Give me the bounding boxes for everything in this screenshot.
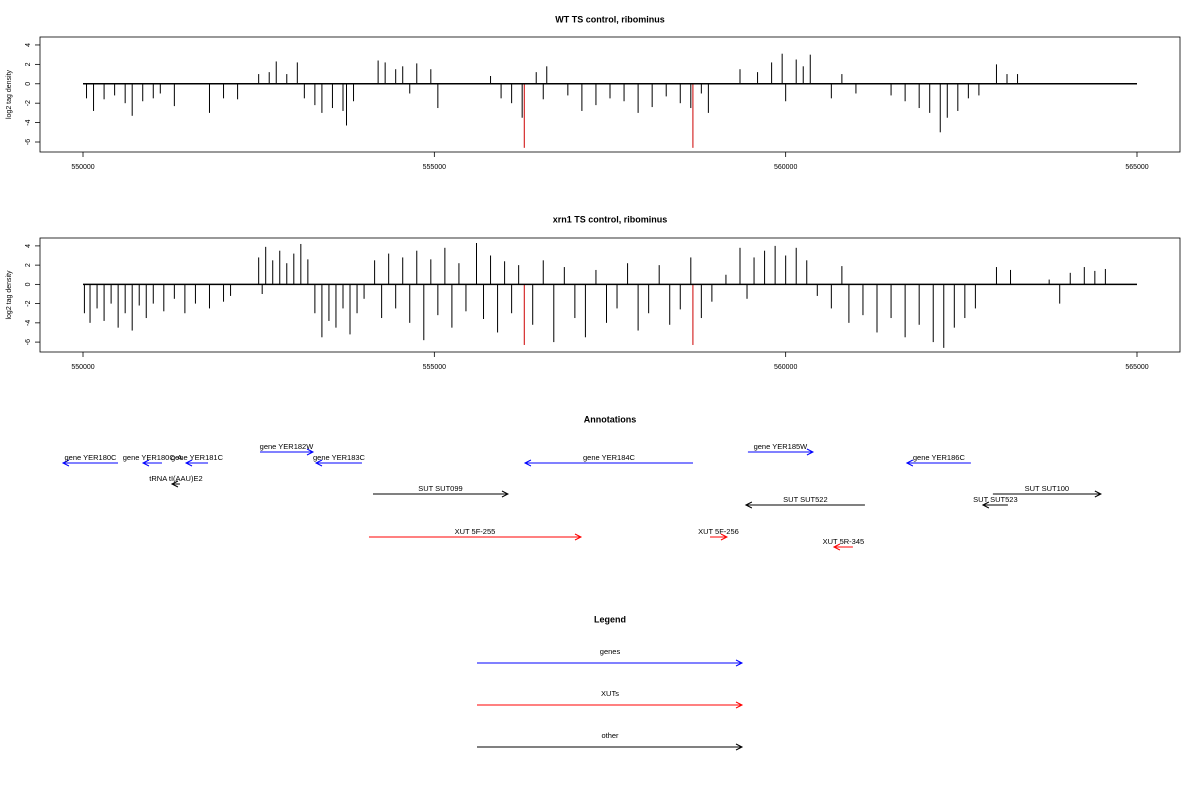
- feature-label: SUT SUT100: [1025, 484, 1069, 493]
- y-tick-label: -2: [25, 300, 32, 306]
- arrow-head: [832, 543, 841, 551]
- y-tick-label: -4: [25, 119, 32, 125]
- legend-label: genes: [600, 647, 621, 656]
- feature-label: gene YER180C-A: [123, 453, 182, 462]
- y-tick-label: -2: [25, 100, 32, 106]
- x-tick-label: 565000: [1125, 364, 1148, 371]
- feature-label: SUT SUT099: [418, 484, 462, 493]
- arrow-head: [735, 701, 744, 709]
- arrow-head: [806, 448, 815, 456]
- arrow-head: [981, 501, 990, 509]
- arrow-head: [574, 533, 583, 541]
- arrow-head: [1094, 490, 1102, 498]
- feature-label: SUT SUT523: [973, 495, 1017, 504]
- feature-label: gene YER183C: [313, 453, 366, 462]
- arrow-head: [905, 459, 914, 467]
- feature-label: gene YER181C: [171, 453, 224, 462]
- x-tick-label: 550000: [71, 164, 94, 171]
- panel-title: WT TS control, ribominus: [555, 14, 665, 24]
- arrow-head: [744, 501, 753, 509]
- arrow-head: [184, 459, 193, 467]
- arrow-head: [61, 459, 70, 467]
- feature-label: gene YER186C: [913, 453, 966, 462]
- y-tick-label: -6: [25, 139, 32, 145]
- y-tick-label: 2: [25, 263, 32, 267]
- arrow-head: [523, 459, 532, 467]
- plot-frame: [39, 36, 1181, 153]
- legend-title: Legend: [594, 614, 626, 624]
- feature-label: SUT SUT522: [783, 495, 827, 504]
- arrow-head: [720, 533, 729, 541]
- feature-label: gene YER182W: [260, 442, 315, 451]
- feature-label: gene YER185W: [754, 442, 809, 451]
- feature-label: tRNA tI(AAU)E2: [149, 474, 202, 483]
- legend-label: other: [601, 731, 619, 740]
- y-tick-label: 0: [25, 282, 32, 286]
- arrow-head: [170, 480, 179, 488]
- feature-label: XUT 5F-255: [455, 527, 496, 536]
- x-tick-label: 560000: [774, 364, 797, 371]
- x-tick-label: 555000: [423, 164, 446, 171]
- arrow-head: [141, 459, 150, 467]
- x-tick-label: 560000: [774, 164, 797, 171]
- arrow-head: [501, 490, 510, 498]
- y-axis-label: log2 tag density: [6, 69, 13, 119]
- y-tick-label: -6: [25, 339, 32, 345]
- x-tick-label: 555000: [423, 364, 446, 371]
- y-axis-label: log2 tag density: [6, 270, 13, 320]
- y-tick-label: 4: [25, 244, 32, 248]
- arrow-head: [735, 743, 744, 751]
- legend-label: XUTs: [601, 689, 619, 698]
- annotations-title: Annotations: [584, 414, 637, 424]
- feature-label: XUT 5R-345: [823, 537, 865, 546]
- plot-frame: [39, 237, 1181, 353]
- feature-label: XUT 5F-256: [698, 527, 739, 536]
- feature-label: gene YER180C: [64, 453, 117, 462]
- y-tick-label: -4: [25, 320, 32, 326]
- x-tick-label: 565000: [1125, 164, 1148, 171]
- arrow-head: [314, 459, 323, 467]
- x-tick-label: 550000: [71, 364, 94, 371]
- y-tick-label: 4: [25, 43, 32, 47]
- y-tick-label: 0: [25, 82, 32, 86]
- feature-label: gene YER184C: [583, 453, 636, 462]
- panel-title: xrn1 TS control, ribominus: [553, 214, 668, 224]
- arrow-head: [306, 448, 315, 456]
- arrow-head: [735, 659, 744, 667]
- y-tick-label: 2: [25, 62, 32, 66]
